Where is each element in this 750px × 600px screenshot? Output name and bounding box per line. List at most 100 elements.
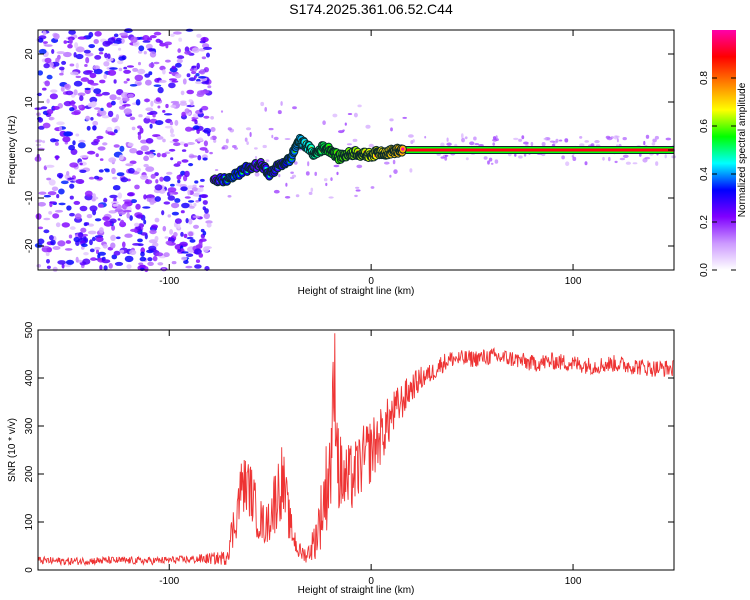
noise-speckle [79, 155, 89, 158]
noise-speckle [186, 142, 195, 145]
noise-speckle [129, 160, 137, 165]
noise-speckle [99, 79, 106, 84]
noise-speckle [490, 162, 494, 165]
noise-speckle [110, 242, 116, 249]
noise-speckle [102, 142, 108, 146]
noise-speckle [130, 199, 137, 204]
noise-speckle [308, 191, 313, 195]
noise-speckle [199, 40, 206, 44]
noise-speckle [440, 142, 445, 148]
noise-speckle [148, 153, 155, 159]
noise-speckle [89, 248, 95, 253]
noise-speckle [195, 200, 200, 203]
noise-speckle [122, 241, 126, 248]
noise-speckle [156, 152, 161, 158]
noise-speckle [209, 151, 213, 155]
colorbar-tick-label: 0.8 [699, 71, 710, 85]
noise-speckle [113, 250, 121, 256]
noise-speckle [83, 49, 91, 54]
noise-speckle [174, 198, 181, 203]
noise-speckle [170, 33, 175, 37]
noise-speckle [188, 205, 195, 209]
noise-speckle [69, 212, 75, 217]
noise-speckle [113, 129, 118, 134]
noise-speckle [518, 155, 523, 159]
noise-speckle [74, 213, 82, 220]
noise-speckle [186, 73, 191, 78]
noise-speckle [167, 195, 175, 201]
noise-speckle [111, 167, 116, 175]
spectrogram-heatmap [34, 28, 676, 273]
noise-speckle [56, 121, 65, 126]
noise-speckle [70, 100, 75, 107]
noise-speckle [50, 239, 56, 246]
noise-speckle [125, 163, 134, 167]
noise-speckle [645, 134, 650, 139]
noise-speckle [464, 136, 468, 140]
noise-speckle [81, 243, 88, 248]
noise-speckle [143, 117, 151, 124]
noise-speckle [188, 99, 193, 103]
noise-speckle [58, 202, 66, 206]
noise-speckle [109, 67, 118, 70]
noise-speckle [63, 51, 72, 58]
noise-speckle [42, 140, 46, 144]
noise-speckle [59, 72, 64, 76]
noise-speckle [347, 113, 353, 115]
noise-speckle [195, 81, 203, 85]
noise-speckle [196, 62, 200, 70]
noise-speckle [152, 242, 159, 247]
noise-speckle [115, 114, 120, 120]
noise-speckle [174, 218, 182, 225]
noise-speckle [94, 175, 100, 180]
noise-speckle [465, 157, 469, 161]
x-tick-label: 0 [368, 276, 374, 287]
noise-speckle [155, 120, 164, 126]
noise-speckle [52, 246, 61, 250]
noise-speckle [97, 203, 104, 208]
noise-speckle [61, 263, 65, 269]
noise-speckle [178, 37, 183, 42]
noise-speckle [45, 164, 55, 168]
noise-speckle [262, 144, 267, 149]
noise-speckle [444, 154, 449, 157]
noise-speckle [651, 142, 656, 146]
noise-speckle [290, 171, 294, 174]
noise-speckle [188, 200, 195, 203]
noise-speckle [144, 179, 153, 185]
noise-speckle [595, 144, 601, 147]
noise-speckle [69, 183, 75, 189]
noise-speckle [91, 198, 96, 202]
noise-speckle [104, 52, 108, 59]
snr-series-line [37, 333, 674, 567]
noise-speckle [118, 105, 126, 110]
noise-speckle [145, 166, 155, 172]
noise-speckle [47, 191, 57, 196]
noise-speckle [594, 140, 600, 144]
noise-speckle [461, 133, 464, 139]
noise-speckle [87, 150, 96, 155]
spectrogram-xlabel: Height of straight line (km) [298, 286, 415, 297]
noise-speckle [42, 122, 51, 129]
noise-speckle [206, 222, 212, 228]
noise-speckle [129, 249, 137, 255]
noise-speckle [82, 258, 91, 265]
noise-speckle [48, 179, 56, 186]
noise-speckle [136, 150, 144, 155]
noise-speckle [126, 65, 134, 68]
noise-speckle [101, 91, 110, 96]
noise-speckle [96, 135, 104, 140]
noise-speckle [129, 84, 138, 87]
noise-speckle [424, 135, 427, 139]
noise-speckle [205, 220, 213, 224]
noise-speckle [564, 138, 569, 143]
noise-speckle [174, 73, 182, 79]
noise-speckle [305, 171, 310, 176]
noise-speckle [370, 186, 375, 189]
noise-speckle [153, 84, 162, 87]
noise-speckle [155, 97, 161, 102]
noise-speckle [46, 109, 54, 115]
noise-speckle [85, 70, 94, 73]
noise-speckle [37, 238, 45, 245]
noise-speckle [143, 155, 150, 162]
